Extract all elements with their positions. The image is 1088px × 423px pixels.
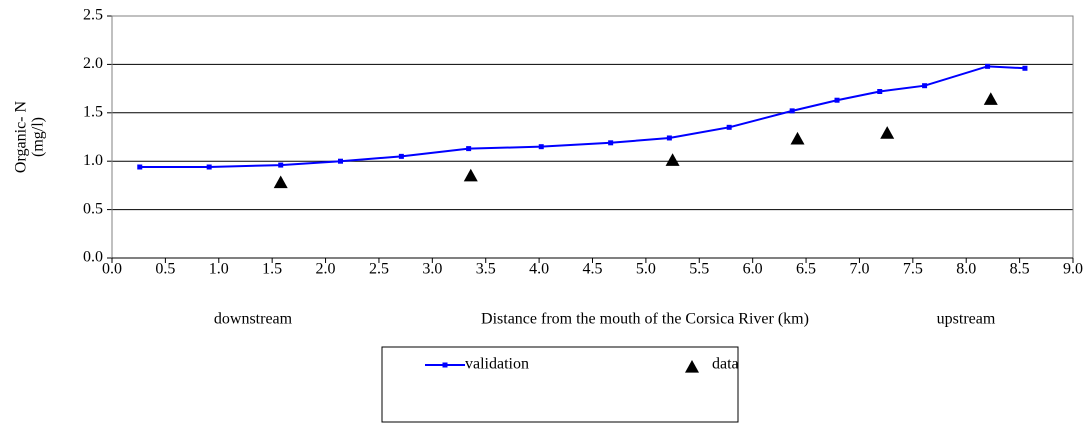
x-axis-title: Distance from the mouth of the Corsica R… bbox=[481, 311, 809, 328]
annotation: downstream bbox=[214, 311, 293, 328]
point bbox=[273, 175, 288, 189]
point bbox=[1022, 65, 1028, 71]
x-tick-label: 8.5 bbox=[1010, 261, 1030, 278]
point bbox=[278, 162, 284, 168]
legend-marker bbox=[442, 362, 448, 368]
x-tick-label: 4.5 bbox=[583, 261, 603, 278]
point bbox=[790, 131, 805, 145]
x-tick-label: 0.0 bbox=[102, 261, 122, 278]
point bbox=[398, 153, 404, 159]
y-axis-title: (mg/l) bbox=[30, 117, 47, 157]
point bbox=[463, 168, 478, 182]
x-tick-label: 1.5 bbox=[262, 261, 282, 278]
annotation: upstream bbox=[937, 311, 996, 328]
line bbox=[139, 65, 1026, 169]
x-tick-label: 2.5 bbox=[369, 261, 389, 278]
point bbox=[665, 153, 680, 166]
x-tick-label: 7.0 bbox=[849, 261, 869, 278]
point bbox=[983, 92, 998, 105]
x-tick-label: 2.0 bbox=[316, 261, 336, 278]
x-tick-label: 3.5 bbox=[476, 261, 496, 278]
point bbox=[880, 126, 895, 139]
point bbox=[877, 89, 883, 95]
x-tick-label: 5.5 bbox=[689, 261, 709, 278]
x-tick-label: 1.0 bbox=[209, 261, 229, 278]
y-tick-label: 2.5 bbox=[83, 7, 103, 24]
point bbox=[206, 164, 212, 170]
x-tick-label: 4.0 bbox=[529, 261, 549, 278]
x-tick-label: 7.5 bbox=[903, 261, 923, 278]
point bbox=[789, 108, 795, 114]
x-tick-label: 5.0 bbox=[636, 261, 656, 278]
point bbox=[608, 140, 614, 146]
point bbox=[466, 146, 472, 152]
y-axis-title: Organic- N bbox=[13, 100, 30, 173]
x-tick-label: 8.0 bbox=[956, 261, 976, 278]
x-tick-label: 0.5 bbox=[155, 261, 175, 278]
x-tick-label: 6.0 bbox=[743, 261, 763, 278]
x-tick-label: 9.0 bbox=[1063, 261, 1083, 278]
legend-label: data bbox=[712, 356, 739, 373]
y-tick-label: 1.0 bbox=[83, 152, 103, 169]
point bbox=[726, 124, 732, 130]
legend-marker bbox=[685, 360, 699, 373]
legend-box bbox=[381, 346, 739, 423]
point bbox=[666, 135, 672, 141]
point bbox=[834, 97, 840, 103]
point bbox=[985, 63, 991, 69]
y-tick-label: 0.5 bbox=[83, 200, 103, 217]
y-tick-label: 2.0 bbox=[83, 55, 103, 72]
point bbox=[538, 144, 544, 150]
x-tick-label: 3.0 bbox=[422, 261, 442, 278]
plot-area bbox=[111, 15, 1074, 259]
legend-label: validation bbox=[465, 356, 529, 373]
point bbox=[137, 164, 143, 170]
point bbox=[922, 83, 928, 89]
y-tick-label: 0.0 bbox=[83, 249, 103, 266]
y-tick-label: 1.5 bbox=[83, 103, 103, 120]
x-tick-label: 6.5 bbox=[796, 261, 816, 278]
point bbox=[338, 158, 344, 164]
